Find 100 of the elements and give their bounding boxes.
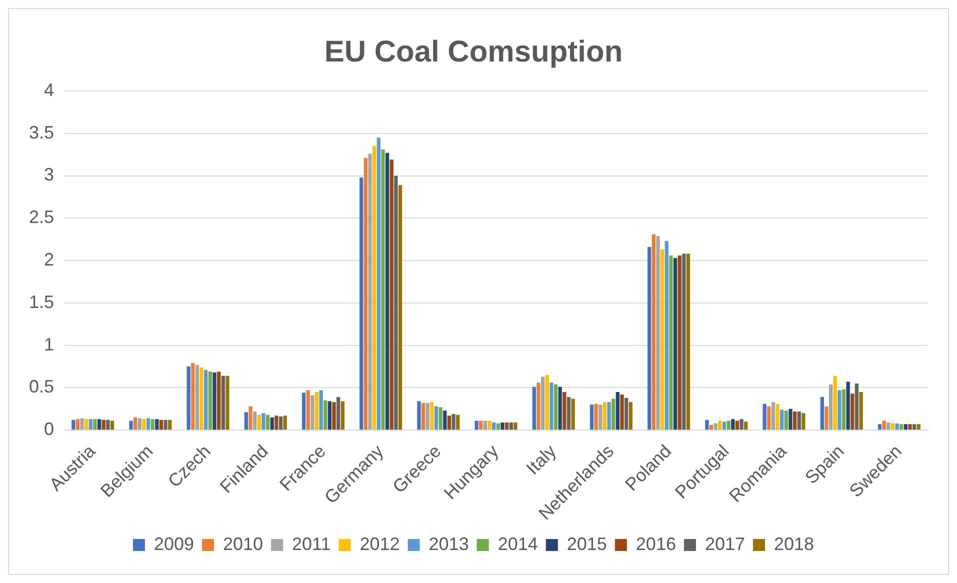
bar	[381, 149, 385, 430]
bar	[788, 408, 792, 430]
bar	[514, 422, 518, 430]
bar	[191, 363, 195, 430]
legend-label: 2017	[704, 534, 746, 554]
bar	[628, 402, 632, 430]
bar	[735, 420, 740, 430]
bar	[682, 254, 686, 430]
bar	[278, 416, 283, 430]
bar	[488, 420, 492, 430]
bar	[368, 154, 372, 430]
bar	[726, 420, 730, 430]
bar	[447, 416, 452, 430]
bar	[620, 394, 624, 430]
bar	[828, 384, 833, 430]
bar	[740, 419, 744, 430]
bar	[904, 424, 908, 430]
bar	[624, 398, 628, 430]
bar	[142, 419, 146, 430]
bar	[200, 367, 204, 430]
bar	[283, 416, 287, 430]
bar	[340, 401, 344, 430]
legend-label: 2018	[774, 534, 814, 554]
bar	[820, 397, 824, 430]
bar	[842, 389, 846, 430]
bar	[540, 376, 545, 430]
bar	[895, 423, 899, 430]
bar	[129, 420, 133, 430]
bar	[248, 406, 252, 430]
bar	[252, 411, 257, 430]
bar	[780, 410, 784, 430]
y-tick-label: 1.5	[28, 292, 54, 312]
bar	[886, 422, 890, 430]
bar	[302, 392, 306, 430]
bar	[426, 402, 430, 430]
bar	[652, 234, 656, 430]
y-tick-label: 2	[44, 250, 54, 270]
bar	[216, 372, 221, 430]
bar	[88, 419, 92, 430]
bar	[306, 390, 310, 430]
legend-label: 2012	[360, 534, 400, 554]
y-tick-label: 0.5	[28, 376, 54, 397]
legend-label: 2014	[498, 534, 538, 554]
y-tick-label: 2.5	[28, 207, 54, 228]
bar	[838, 390, 842, 430]
bar	[372, 146, 376, 430]
bar	[430, 402, 434, 430]
bar	[612, 398, 616, 430]
bar	[607, 402, 611, 430]
bar	[456, 414, 460, 430]
bar	[80, 418, 84, 430]
legend-label: 2013	[428, 534, 469, 554]
bar	[274, 416, 278, 430]
bar	[257, 414, 261, 430]
bar	[310, 395, 314, 430]
bar	[421, 402, 426, 430]
bar	[500, 422, 504, 430]
bar	[102, 420, 106, 430]
bar	[262, 413, 266, 430]
legend-label: 2015	[566, 534, 607, 554]
bar	[771, 402, 776, 430]
bar	[912, 424, 916, 430]
bar	[398, 185, 402, 430]
bar	[673, 258, 678, 430]
bar	[802, 413, 806, 430]
y-tick-label: 0	[44, 419, 54, 440]
bar	[483, 420, 488, 430]
bar	[155, 419, 159, 430]
bar	[496, 423, 500, 430]
bar	[212, 372, 216, 430]
bar	[714, 423, 718, 430]
bar	[394, 176, 398, 430]
bar	[705, 420, 709, 430]
bar	[566, 397, 571, 430]
bar	[76, 419, 80, 430]
bar	[678, 255, 682, 430]
bar	[878, 424, 882, 430]
bar	[660, 250, 664, 430]
bar	[164, 420, 168, 430]
bar	[492, 422, 496, 430]
bar	[93, 419, 97, 430]
bar	[324, 400, 328, 430]
bar	[833, 376, 837, 430]
bar	[718, 420, 722, 430]
bar	[616, 392, 620, 430]
bar	[854, 383, 859, 430]
bar	[602, 402, 607, 430]
bar	[767, 406, 771, 430]
bar	[792, 411, 797, 430]
bar	[824, 406, 828, 430]
bar	[360, 177, 364, 430]
bar	[332, 402, 336, 430]
bar	[648, 246, 652, 430]
bar	[417, 401, 421, 430]
bar	[550, 382, 554, 430]
bar	[270, 417, 274, 430]
bar	[150, 419, 154, 430]
bar	[186, 366, 190, 430]
bar	[336, 397, 340, 430]
bar	[328, 401, 332, 430]
